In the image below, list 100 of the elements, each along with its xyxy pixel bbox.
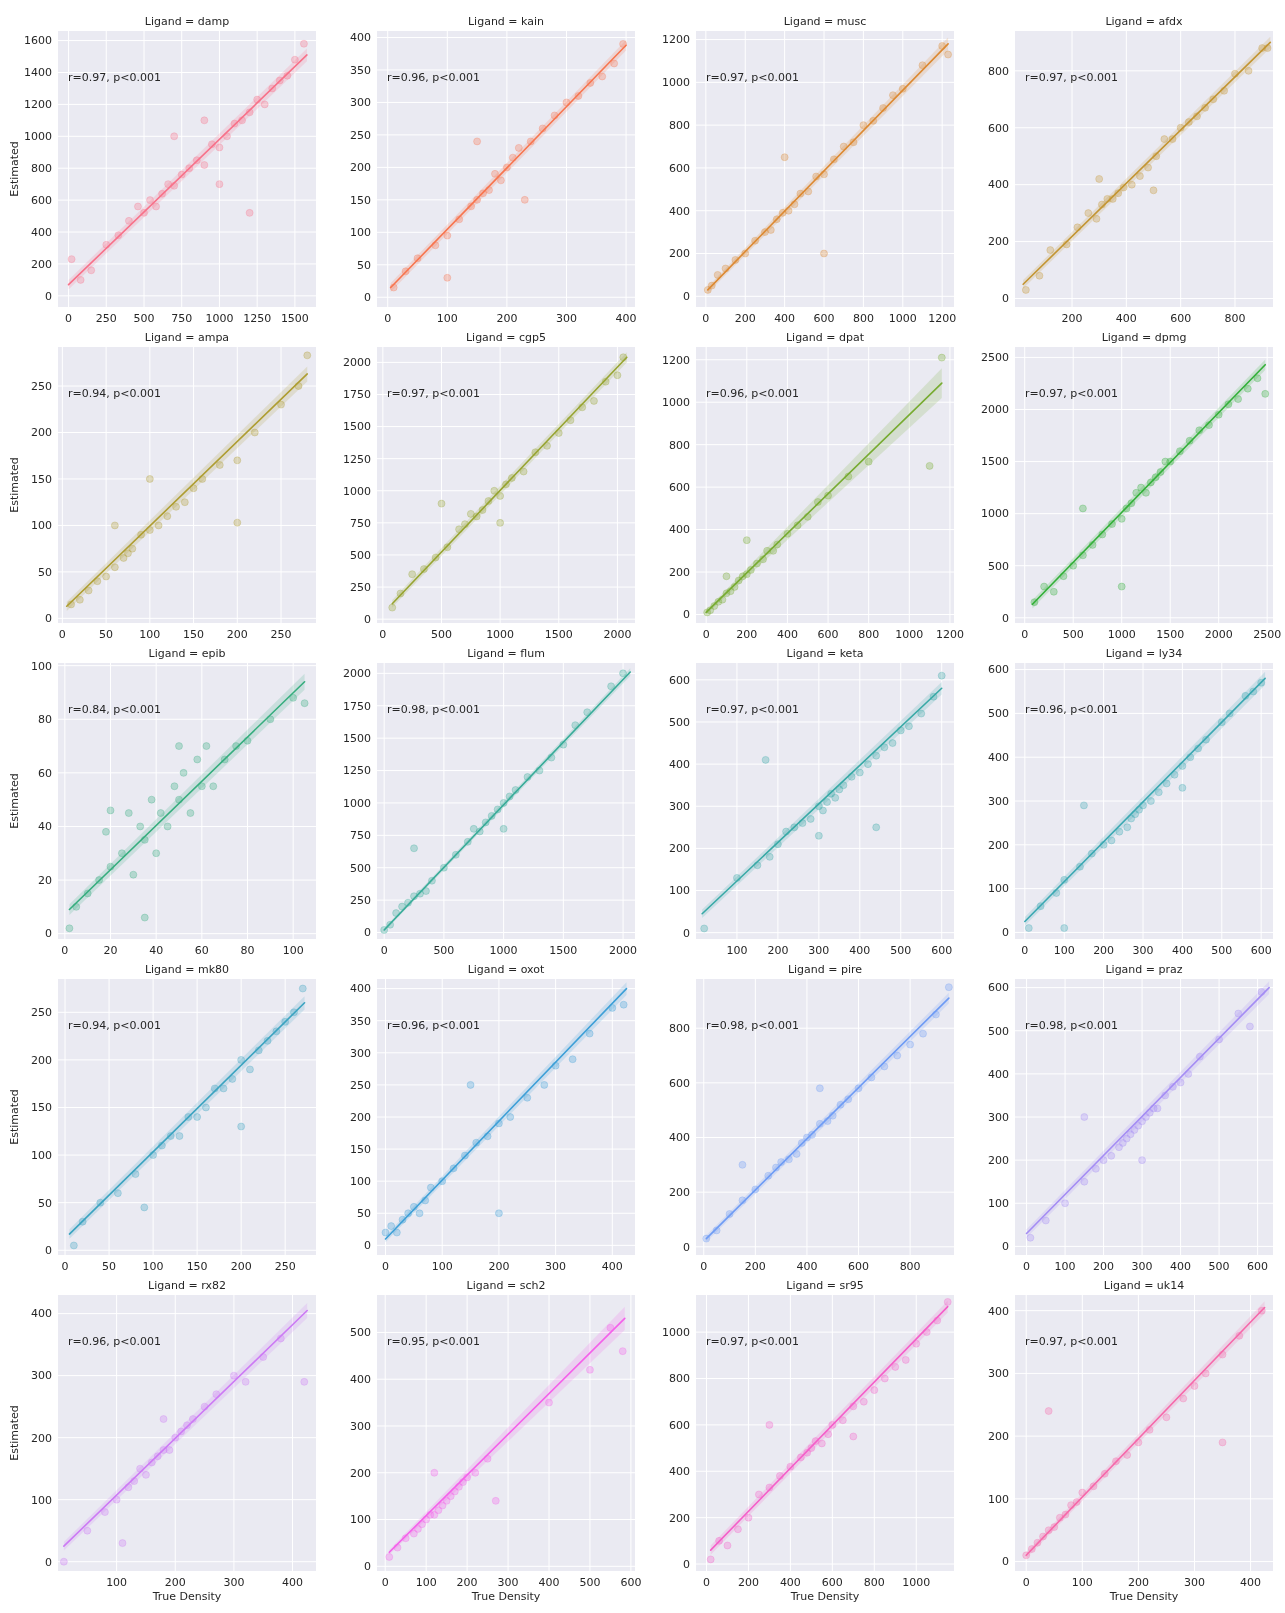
chart-title: Ligand = afdx: [1105, 15, 1184, 28]
point: [241, 1377, 250, 1386]
x-tick-label: 400: [776, 628, 798, 641]
point: [723, 1541, 732, 1550]
y-tick-label: 500: [350, 861, 371, 875]
y-tick-label: 2000: [343, 356, 371, 370]
x-tick-label: 100: [1071, 1576, 1093, 1589]
y-tick-label: 100: [350, 1513, 371, 1527]
y-tick-label: 1750: [343, 699, 371, 713]
y-tick-label: 300: [350, 96, 371, 110]
x-tick-label: 300: [1183, 1576, 1205, 1589]
x-tick-label: 100: [139, 628, 161, 641]
chart-title: Ligand = epib: [148, 647, 226, 660]
y-tick-label: 250: [31, 379, 52, 393]
point: [136, 822, 145, 831]
y-tick-label: 0: [683, 608, 690, 622]
point: [159, 1415, 168, 1423]
x-tick-label: 600: [813, 312, 835, 325]
point: [202, 742, 211, 750]
x-tick-label: 200: [230, 1260, 252, 1273]
point: [147, 795, 156, 804]
x-tick-label: 1000: [902, 1576, 931, 1589]
x-tick-label: 800: [899, 1260, 921, 1273]
point: [849, 1432, 858, 1441]
x-tick-label: 0: [381, 1576, 389, 1589]
annotation: r=0.96, p<0.001: [1025, 703, 1118, 716]
x-tick-label: 100: [142, 1260, 164, 1273]
x-tick-label: 0: [61, 944, 69, 957]
y-tick-label: 100: [669, 884, 690, 898]
x-tick-label: 200: [496, 312, 518, 325]
y-tick-label: 0: [683, 1557, 690, 1571]
point: [520, 195, 529, 204]
point: [387, 1222, 396, 1231]
chart-title: Ligand = praz: [1105, 963, 1183, 976]
x-tick-label: 1000: [205, 312, 234, 325]
y-tick-label: 400: [988, 1067, 1009, 1081]
point: [102, 827, 110, 836]
y-tick-label: 2000: [981, 403, 1009, 417]
point: [1178, 783, 1187, 792]
x-tick-label: 500: [431, 628, 452, 641]
x-tick-label: 250: [270, 628, 292, 641]
point: [106, 806, 115, 815]
chart-title: Ligand = flum: [467, 647, 545, 660]
y-tick-label: 40: [38, 820, 52, 834]
annotation: r=0.97, p<0.001: [1025, 71, 1118, 84]
x-tick-label: 500: [433, 944, 455, 957]
point: [380, 926, 389, 934]
y-tick-label: 0: [683, 1240, 690, 1254]
y-tick-label: 0: [45, 612, 52, 626]
y-tick-label: 200: [988, 1429, 1009, 1443]
y-tick-label: 1000: [662, 396, 690, 410]
y-tick-label: 100: [350, 1175, 371, 1189]
x-tick-label: 100: [431, 1260, 453, 1273]
point: [179, 768, 188, 777]
point: [110, 521, 119, 530]
annotation: r=0.96, p<0.001: [68, 1335, 161, 1348]
y-tick-label: 400: [669, 204, 690, 218]
y-tick-label: 100: [31, 659, 52, 673]
x-tick-label: 150: [183, 628, 205, 641]
point: [780, 153, 789, 162]
point: [134, 202, 142, 211]
y-tick-label: 300: [988, 1110, 1009, 1124]
point: [819, 806, 827, 815]
y-tick-label: 1000: [662, 76, 690, 90]
x-tick-label: 100: [282, 944, 304, 957]
x-tick-label: 1500: [549, 944, 578, 957]
y-tick-label: 600: [669, 673, 690, 687]
x-tick-label: 40: [149, 944, 164, 957]
x-tick-label: 600: [821, 1576, 843, 1589]
point: [163, 822, 172, 831]
x-tick-label: 1000: [888, 312, 917, 325]
x-tick-label: 0: [61, 1260, 69, 1273]
annotation: r=0.98, p<0.001: [387, 703, 480, 716]
point: [888, 739, 897, 747]
point: [586, 1365, 594, 1374]
x-tick-label: 200: [456, 1576, 478, 1589]
y-tick-label: 300: [31, 1369, 52, 1383]
x-tick-label: 0: [1021, 628, 1029, 641]
point: [1080, 801, 1088, 810]
y-tick-label: 500: [350, 548, 371, 562]
x-tick-label: 400: [1115, 312, 1137, 325]
point: [215, 180, 224, 189]
y-tick-label: 0: [364, 1560, 371, 1574]
point: [706, 1555, 715, 1564]
x-tick-label: 1200: [935, 628, 964, 641]
x-tick-label: 300: [545, 1260, 567, 1273]
point: [499, 824, 508, 833]
y-tick-label: 0: [45, 1555, 52, 1569]
point: [300, 699, 309, 708]
x-tick-label: 200: [1093, 944, 1115, 957]
point: [1117, 582, 1126, 591]
x-tick-label: 400: [1171, 944, 1193, 957]
point: [1061, 1199, 1069, 1208]
x-tick-label: 100: [436, 312, 458, 325]
y-tick-label: 300: [988, 794, 1009, 808]
y-tick-label: 500: [988, 559, 1009, 573]
x-tick-label: 400: [774, 312, 796, 325]
y-tick-label: 0: [683, 926, 690, 940]
point: [186, 809, 195, 817]
point: [410, 844, 418, 853]
